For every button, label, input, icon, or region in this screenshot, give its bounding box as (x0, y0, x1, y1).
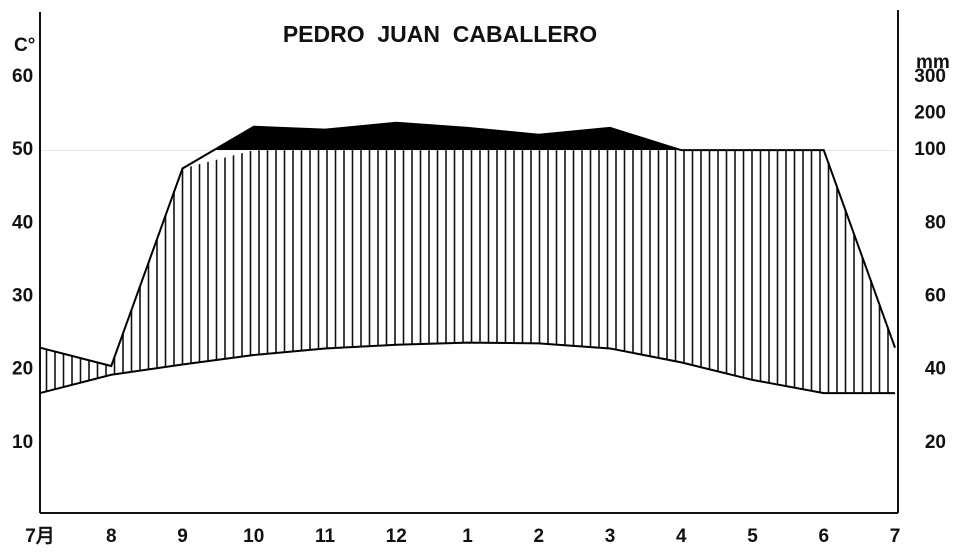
x-tick-label: 5 (747, 526, 758, 547)
y-axis-label: C° (14, 35, 35, 56)
x-tick-label: 12 (386, 526, 407, 547)
x-tick-label: 6 (818, 526, 829, 547)
y-tick-label: 50 (12, 139, 33, 160)
y-tick-label: 30 (12, 286, 33, 307)
perhumid-area (40, 122, 895, 151)
chart-title: PEDRO JUAN CABALLERO (283, 21, 597, 47)
y2-tick-label: 300 (914, 66, 946, 87)
y-tick-label: 10 (12, 432, 33, 453)
y2-tick-label: 40 (925, 359, 946, 380)
precipitation-line (39, 121, 896, 368)
y2-tick-label: 60 (925, 286, 946, 307)
y2-tick-label: 20 (925, 432, 946, 453)
x-tick-label: 7月 (25, 526, 55, 547)
y2-tick-label: 100 (914, 139, 946, 160)
temperature-line (39, 341, 895, 395)
x-tick-label: 2 (533, 526, 544, 547)
x-tick-label: 9 (177, 526, 188, 547)
y-tick-label: 60 (12, 66, 33, 87)
humid-area (40, 150, 895, 394)
x-tick-label: 8 (106, 526, 117, 547)
x-tick-label: 10 (243, 526, 264, 547)
x-tick-label: 4 (676, 526, 687, 547)
y-tick-label: 20 (12, 359, 33, 380)
x-tick-label: 1 (462, 526, 473, 547)
y2-tick-label: 200 (914, 103, 946, 124)
y2-axis-label: mm (916, 52, 950, 73)
x-tick-label: 11 (315, 526, 336, 547)
x-tick-label: 7 (890, 526, 901, 547)
x-tick-label: 3 (605, 526, 616, 547)
y-tick-label: 40 (12, 212, 33, 233)
y2-tick-label: 80 (925, 212, 946, 233)
